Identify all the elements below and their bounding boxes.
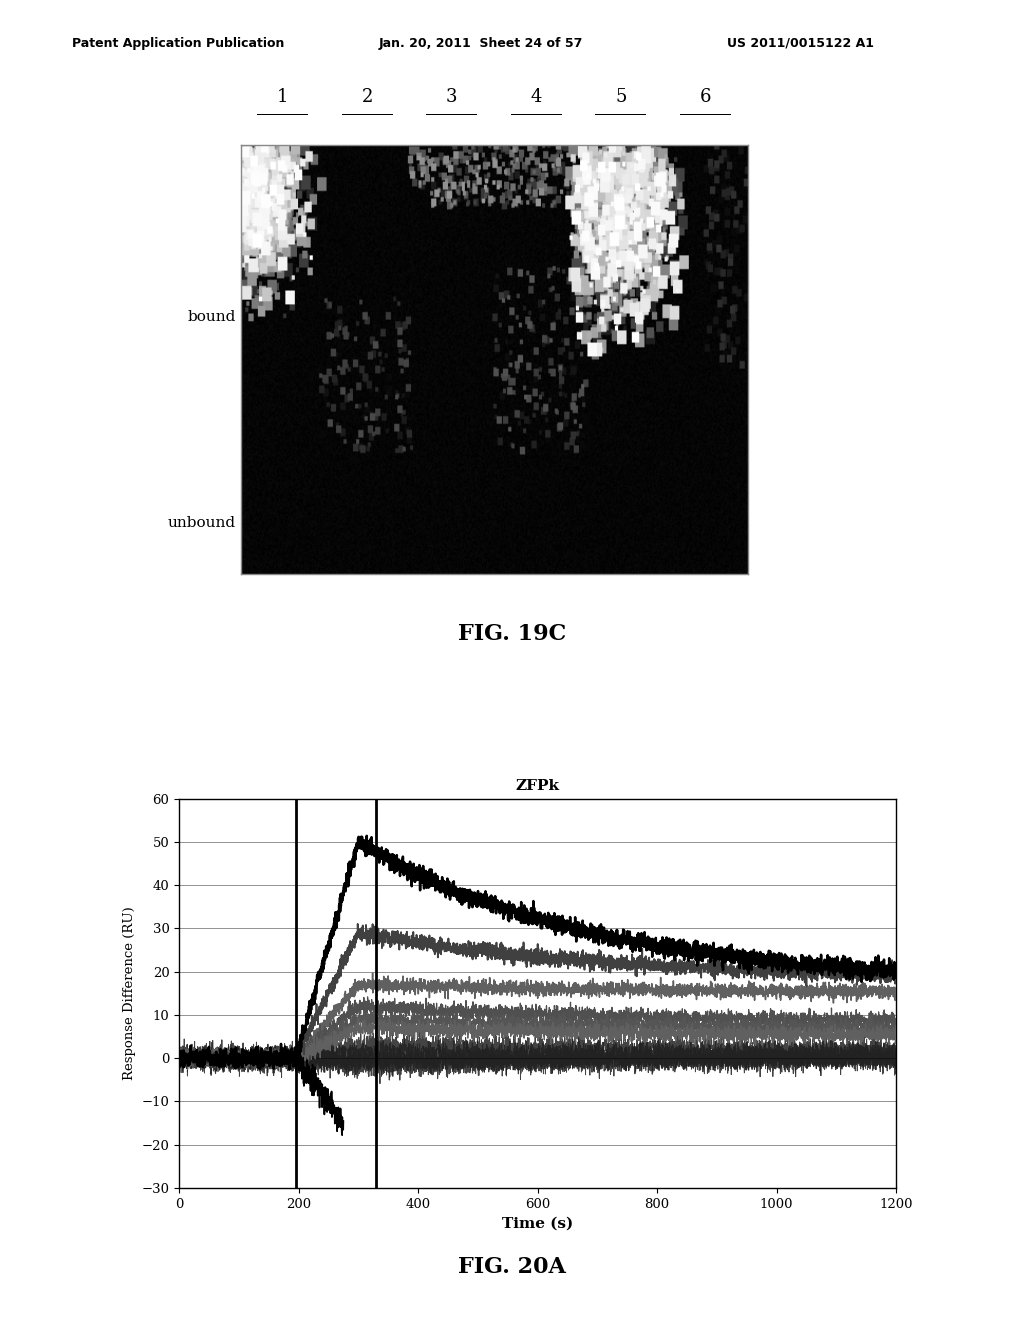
Text: US 2011/0015122 A1: US 2011/0015122 A1 (727, 37, 874, 50)
Text: 3: 3 (446, 87, 458, 106)
Text: 6: 6 (699, 87, 711, 106)
Text: Patent Application Publication: Patent Application Publication (72, 37, 284, 50)
Title: ZFPk: ZFPk (516, 779, 559, 793)
Text: bound: bound (187, 310, 236, 323)
Text: FIG. 20A: FIG. 20A (458, 1257, 566, 1278)
Text: FIG. 19C: FIG. 19C (458, 623, 566, 644)
Text: 5: 5 (615, 87, 627, 106)
X-axis label: Time (s): Time (s) (502, 1216, 573, 1230)
Text: 4: 4 (530, 87, 542, 106)
Text: unbound: unbound (167, 516, 236, 529)
Text: 2: 2 (361, 87, 373, 106)
Text: Jan. 20, 2011  Sheet 24 of 57: Jan. 20, 2011 Sheet 24 of 57 (379, 37, 584, 50)
Text: 1: 1 (278, 87, 289, 106)
Y-axis label: Response Difference (RU): Response Difference (RU) (123, 907, 136, 1080)
